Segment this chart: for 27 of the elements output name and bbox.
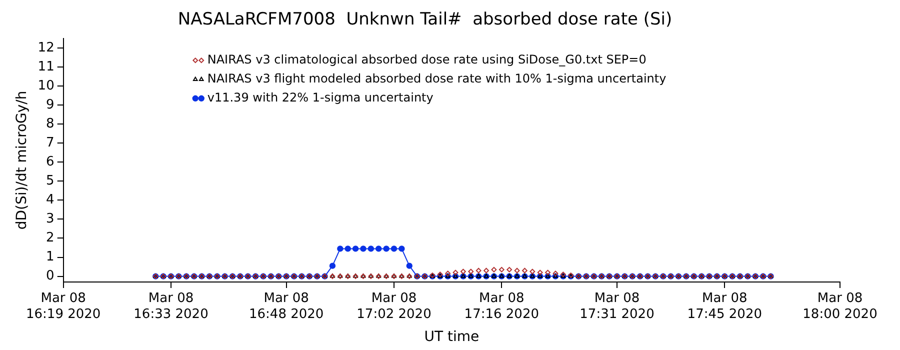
y-tick-label: 0 <box>46 268 54 284</box>
y-tick-label: 6 <box>46 154 54 170</box>
y-tick-label: 5 <box>46 174 54 189</box>
x-tick-label: Mar 08 18:00 2020 <box>802 291 878 322</box>
y-tick-label: 4 <box>46 192 54 208</box>
x-tick-label: Mar 08 17:31 2020 <box>580 291 654 322</box>
x-tick-label: Mar 08 16:48 2020 <box>249 291 324 322</box>
chart-title: NASALaRCFM7008 Unknwn Tail# absorbed dose rate (Si) <box>178 10 672 30</box>
y-tick-label: 3 <box>46 212 54 227</box>
x-axis-title: UT time <box>424 329 480 346</box>
y-tick-label: 12 <box>38 40 54 56</box>
y-tick-label: 1 <box>46 250 54 265</box>
x-tick-label: Mar 08 17:16 2020 <box>464 291 539 322</box>
y-tick-label: 2 <box>46 230 54 246</box>
legend-label: v11.39 with 22% 1-sigma uncertainty <box>207 90 434 105</box>
y-tick-label: 8 <box>46 116 54 132</box>
y-tick-label: 10 <box>38 78 54 94</box>
x-tick-label: Mar 08 16:19 2020 <box>26 291 101 322</box>
x-tick-label: Mar 08 16:33 2020 <box>134 291 208 322</box>
legend-label: NAIRAS v3 flight modeled absorbed dose rate with 10% 1-sigma uncertainty <box>207 72 666 86</box>
y-tick-label: 11 <box>38 59 54 74</box>
y-tick-label: 7 <box>46 135 54 150</box>
x-tick-label: Mar 08 17:02 2020 <box>356 291 432 322</box>
legend-label: NAIRAS v3 climatological absorbed dose rate using SiDose_G0.txt SEP=0 <box>207 52 646 67</box>
y-tick-label: 9 <box>46 97 54 112</box>
x-tick-label: Mar 08 17:45 2020 <box>687 291 762 322</box>
y-axis-title: dD(Si)/dt microGy/h <box>14 90 30 230</box>
